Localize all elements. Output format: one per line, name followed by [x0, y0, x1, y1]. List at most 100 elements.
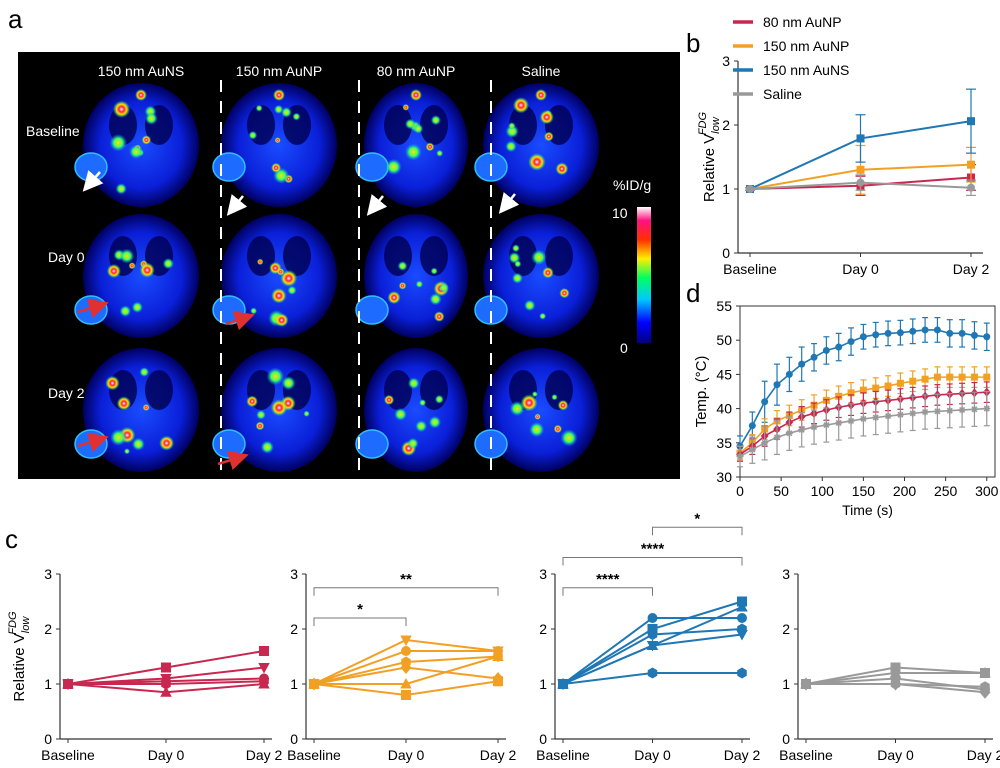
- series-5: [309, 676, 503, 700]
- column-label-aunp150: 150 nm AuNP: [236, 63, 322, 79]
- data-point: [933, 407, 941, 415]
- x-tick-label: 100: [811, 483, 835, 499]
- pet-image-1-0: [212, 83, 337, 207]
- x-tick-label: Day 2: [480, 747, 517, 763]
- data-point: [859, 386, 867, 394]
- y-tick-label: 35: [716, 435, 732, 451]
- series-2: [558, 623, 747, 690]
- data-point: [798, 360, 806, 368]
- y-tick-label: 1: [290, 676, 298, 692]
- data-point: [872, 413, 880, 421]
- data-point: [736, 630, 748, 641]
- data-point: [933, 326, 941, 334]
- data-point: [958, 406, 966, 414]
- legend-entry: 80 nm AuNP: [763, 14, 842, 30]
- data-point: [798, 426, 806, 434]
- data-point: [859, 415, 867, 423]
- data-point: [856, 134, 865, 143]
- legend-entry: 150 nm AuNS: [763, 62, 849, 78]
- bracket-line: [562, 587, 653, 596]
- data-point: [872, 331, 880, 339]
- data-point: [847, 417, 855, 425]
- data-point: [979, 685, 991, 699]
- data-point: [62, 678, 74, 689]
- data-point: [983, 373, 991, 381]
- data-point: [983, 405, 991, 413]
- series-150-nm-auns: [736, 317, 991, 458]
- colorbar-max: 10: [612, 205, 628, 221]
- data-point: [896, 411, 904, 419]
- y-tick-label: 50: [716, 332, 732, 348]
- data-point: [909, 409, 917, 417]
- chart-c4: 0 1 2 3 Baseline Day 0 Day 2: [779, 566, 1000, 763]
- data-point: [884, 412, 892, 420]
- y-tick-label: 30: [716, 469, 732, 485]
- data-point: [946, 407, 954, 415]
- column-label-aunp80: 80 nm AuNP: [377, 63, 456, 79]
- panel-a: a 150 nm AuNS 150 nm AuNP 80 nm AuNP Sal…: [8, 4, 680, 479]
- data-point: [859, 333, 867, 341]
- data-point: [647, 629, 658, 640]
- data-point: [400, 661, 412, 674]
- y-tick-label: 45: [716, 366, 732, 382]
- row-label-day2: Day 2: [48, 385, 85, 401]
- significance-bracket: *: [313, 601, 407, 626]
- data-point: [884, 329, 892, 337]
- chart-b: 0 1 2 3 Baseline Day 0 Day 2 Relative VlowFDG 80…: [697, 14, 989, 277]
- significance-bracket: ****: [562, 541, 743, 566]
- x-tick-label: 300: [975, 483, 999, 499]
- data-point: [748, 422, 756, 430]
- x-tick-label: Baseline: [779, 747, 833, 763]
- significance-bracket: ****: [562, 571, 653, 596]
- significance-label: *: [694, 510, 700, 527]
- x-tick-label: Baseline: [536, 747, 590, 763]
- legend: 80 nm AuNP 150 nm AuNP 150 nm AuNS Saline: [733, 14, 849, 102]
- y-tick-label: 3: [290, 566, 298, 582]
- panel-a-letter: a: [8, 4, 23, 34]
- data-point: [890, 677, 901, 691]
- x-tick-label: Baseline: [41, 747, 95, 763]
- legend-entry: 150 nm AuNP: [763, 38, 849, 54]
- chart-c1: 0 1 2 3 Baseline Day 0 Day 2 Relative VlowFDG: [7, 566, 282, 763]
- significance-label: **: [400, 571, 412, 588]
- pet-image-3-0: [474, 83, 599, 207]
- bracket-line: [313, 587, 499, 596]
- y-axis-label: Temp. (°C): [693, 356, 710, 428]
- y-tick-label: 55: [716, 298, 732, 314]
- data-point: [492, 650, 504, 661]
- pet-image-2-0: [355, 83, 468, 207]
- data-point: [835, 392, 843, 400]
- pet-image-1-2: [212, 348, 337, 472]
- series-4: [62, 678, 270, 697]
- data-point: [979, 667, 991, 678]
- x-tick-label: 50: [773, 483, 789, 499]
- data-point: [258, 663, 270, 674]
- x-tick-label: Day 0: [842, 261, 879, 277]
- y-tick-label: 2: [44, 621, 52, 637]
- data-point: [967, 117, 975, 126]
- x-tick-label: Baseline: [287, 747, 341, 763]
- significance-bracket: **: [313, 571, 499, 596]
- x-tick-label: Day 2: [724, 747, 761, 763]
- x-tick-label: 150: [852, 483, 876, 499]
- data-point: [884, 382, 892, 390]
- data-point: [761, 439, 769, 447]
- data-point: [970, 373, 978, 381]
- significance-label: ****: [641, 541, 665, 558]
- data-point: [872, 384, 880, 392]
- y-tick-label: 40: [716, 401, 732, 417]
- data-point: [746, 185, 754, 193]
- x-tick-label: Day 0: [148, 747, 185, 763]
- data-point: [160, 686, 172, 697]
- significance-label: *: [357, 601, 363, 618]
- data-point: [856, 165, 865, 174]
- y-axis-label: Relative VlowFDG: [7, 611, 32, 702]
- significance-bracket: *: [652, 510, 743, 536]
- data-point: [810, 423, 818, 431]
- pet-image-3-2: [474, 348, 599, 472]
- x-tick-label: 0: [736, 483, 744, 499]
- series-5: [558, 667, 747, 690]
- data-point: [773, 381, 781, 389]
